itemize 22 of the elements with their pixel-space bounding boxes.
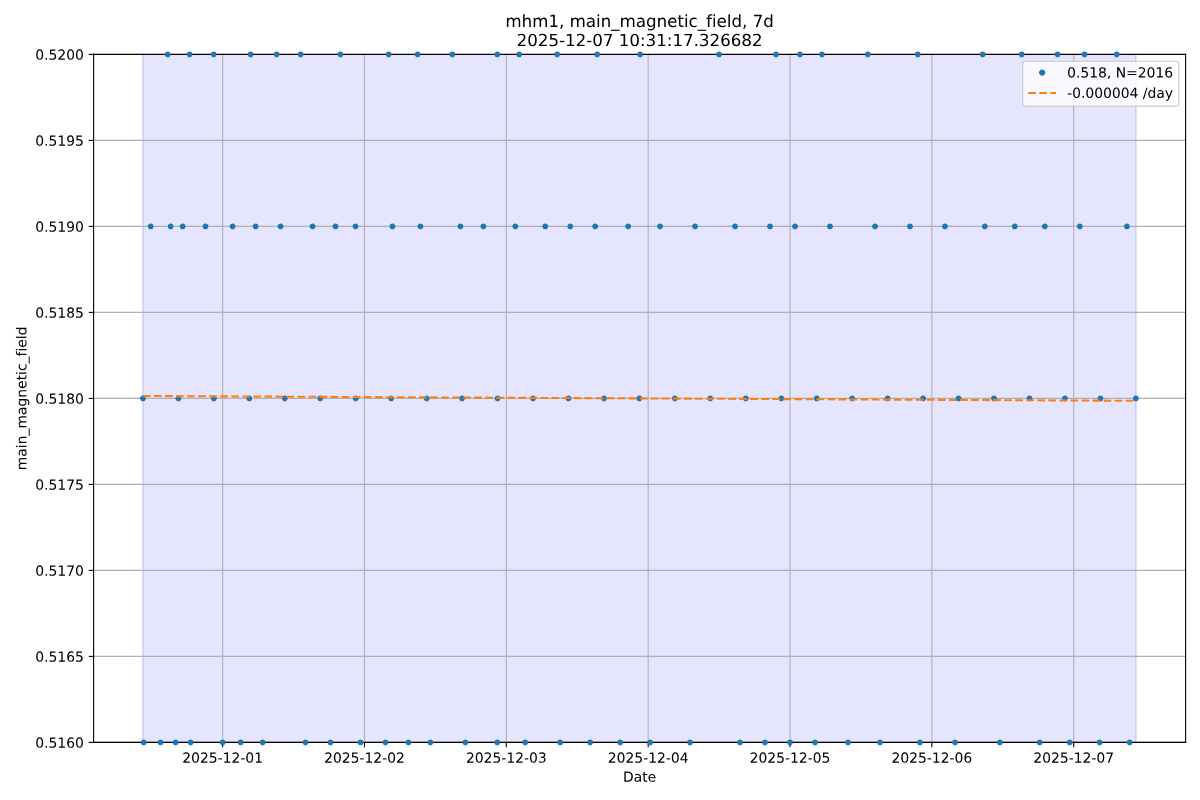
x-tick-label: 2025-12-06 (892, 752, 972, 763)
x-tick-label: 2025-12-04 (608, 752, 688, 763)
legend-label: -0.000004 /day (1067, 87, 1173, 101)
y-tick-label: 0.5200 (36, 49, 83, 60)
x-tick-label: 2025-12-05 (750, 752, 830, 763)
y-tick-label: 0.5190 (36, 221, 83, 232)
y-tick-label: 0.5165 (36, 651, 83, 662)
y-tick-label: 0.5195 (36, 135, 83, 146)
x-tick-label: 2025-12-03 (466, 752, 546, 763)
y-axis-title: main_magnetic_field (15, 327, 30, 469)
x-axis-title: Date (624, 771, 656, 782)
x-tick-label: 2025-12-02 (325, 752, 404, 763)
x-tick-label: 2025-12-01 (183, 752, 262, 763)
y-tick-label: 0.5180 (36, 393, 83, 404)
chart-title: mhm1, main_magnetic_field, 7d (506, 14, 773, 31)
y-tick-label: 0.5185 (36, 307, 83, 318)
legend-label: 0.518, N=2016 (1068, 67, 1173, 80)
y-tick-label: 0.5175 (36, 479, 83, 490)
y-tick-label: 0.5170 (36, 565, 83, 576)
chart-subtitle: 2025-12-07 10:31:17.326682 (517, 33, 761, 47)
y-tick-label: 0.5160 (36, 737, 83, 748)
x-tick-label: 2025-12-07 (1034, 752, 1113, 763)
